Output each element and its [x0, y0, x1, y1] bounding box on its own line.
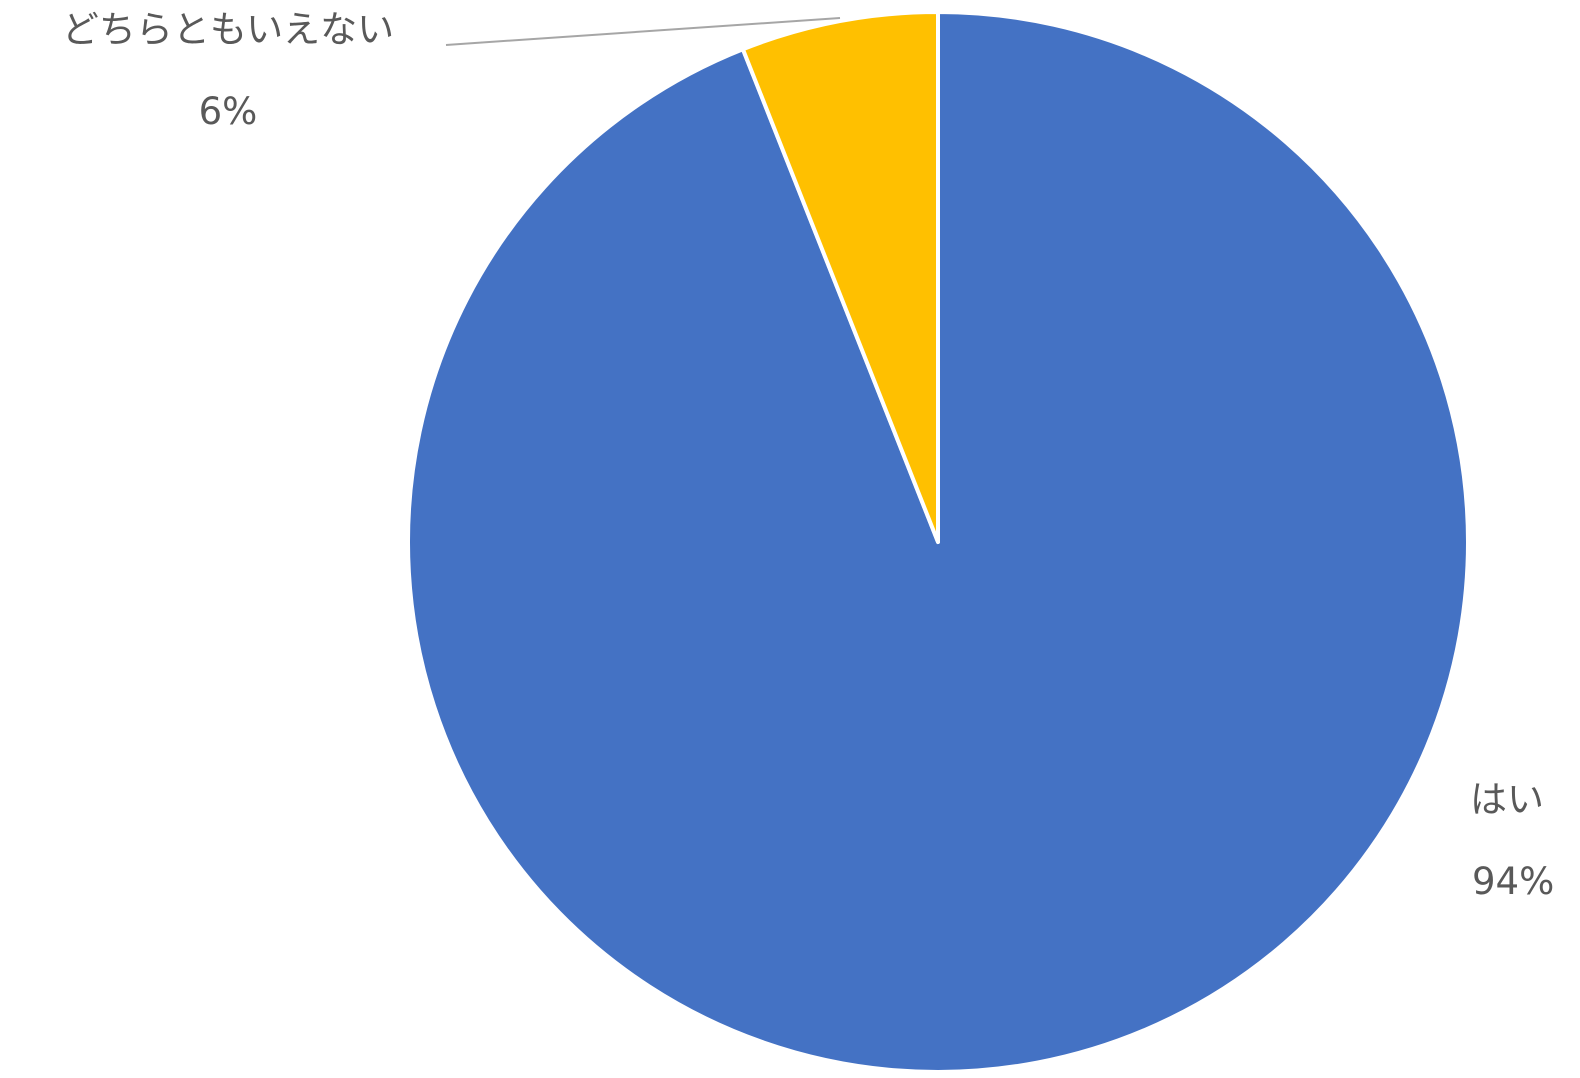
leader-lines-layer	[445, 17, 841, 46]
slice-category-label: どちらともいえない	[62, 8, 394, 51]
pie-slice-neutral	[740, 10, 940, 544]
slice-percent-label: 94%	[1472, 860, 1554, 903]
labels-layer: はい 94% どちらともいえない 6%	[62, 8, 1554, 903]
slice-percent-label: 6%	[199, 90, 258, 133]
slice-category-label: はい	[1470, 778, 1544, 821]
leader-line-neutral	[445, 17, 841, 46]
slices-layer	[406, 10, 1470, 1074]
